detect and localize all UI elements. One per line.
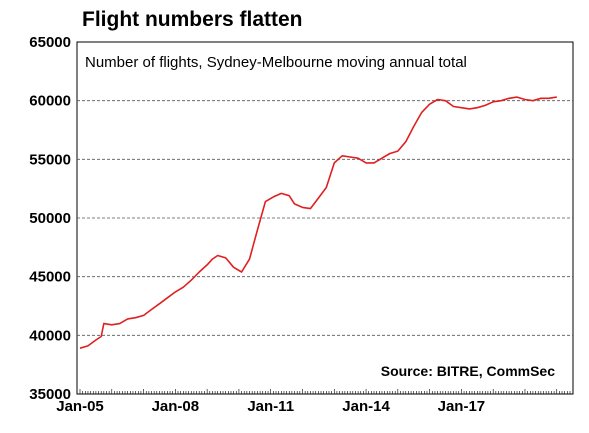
- y-tick-label: 35000: [29, 386, 71, 403]
- x-tick-label: Jan-17: [438, 398, 486, 415]
- x-tick-label: Jan-05: [56, 398, 104, 415]
- series-layer: [79, 96, 557, 349]
- y-tick-label: 50000: [29, 210, 71, 227]
- series-line: [79, 96, 557, 349]
- y-tick-label: 45000: [29, 269, 71, 286]
- y-tick-label: 55000: [29, 151, 71, 168]
- gridlines: [77, 100, 573, 336]
- y-axis-ticks: 35000 40000 45000 50000 55000 60000 65000: [29, 34, 71, 403]
- chart-title: Flight numbers flatten: [82, 8, 303, 31]
- x-axis-ticks: Jan-05 Jan-08 Jan-11 Jan-14 Jan-17: [56, 389, 571, 415]
- y-tick-label: 40000: [29, 327, 71, 344]
- y-tick-label: 60000: [29, 93, 71, 110]
- x-tick-label: Jan-08: [152, 398, 200, 415]
- x-tick-label: Jan-14: [342, 398, 390, 415]
- chart-subtitle: Number of flights, Sydney-Melbourne movi…: [85, 54, 467, 71]
- source-note: Source: BITRE, CommSec: [381, 363, 555, 379]
- x-tick-label: Jan-11: [247, 398, 294, 415]
- y-tick-label: 65000: [29, 34, 71, 51]
